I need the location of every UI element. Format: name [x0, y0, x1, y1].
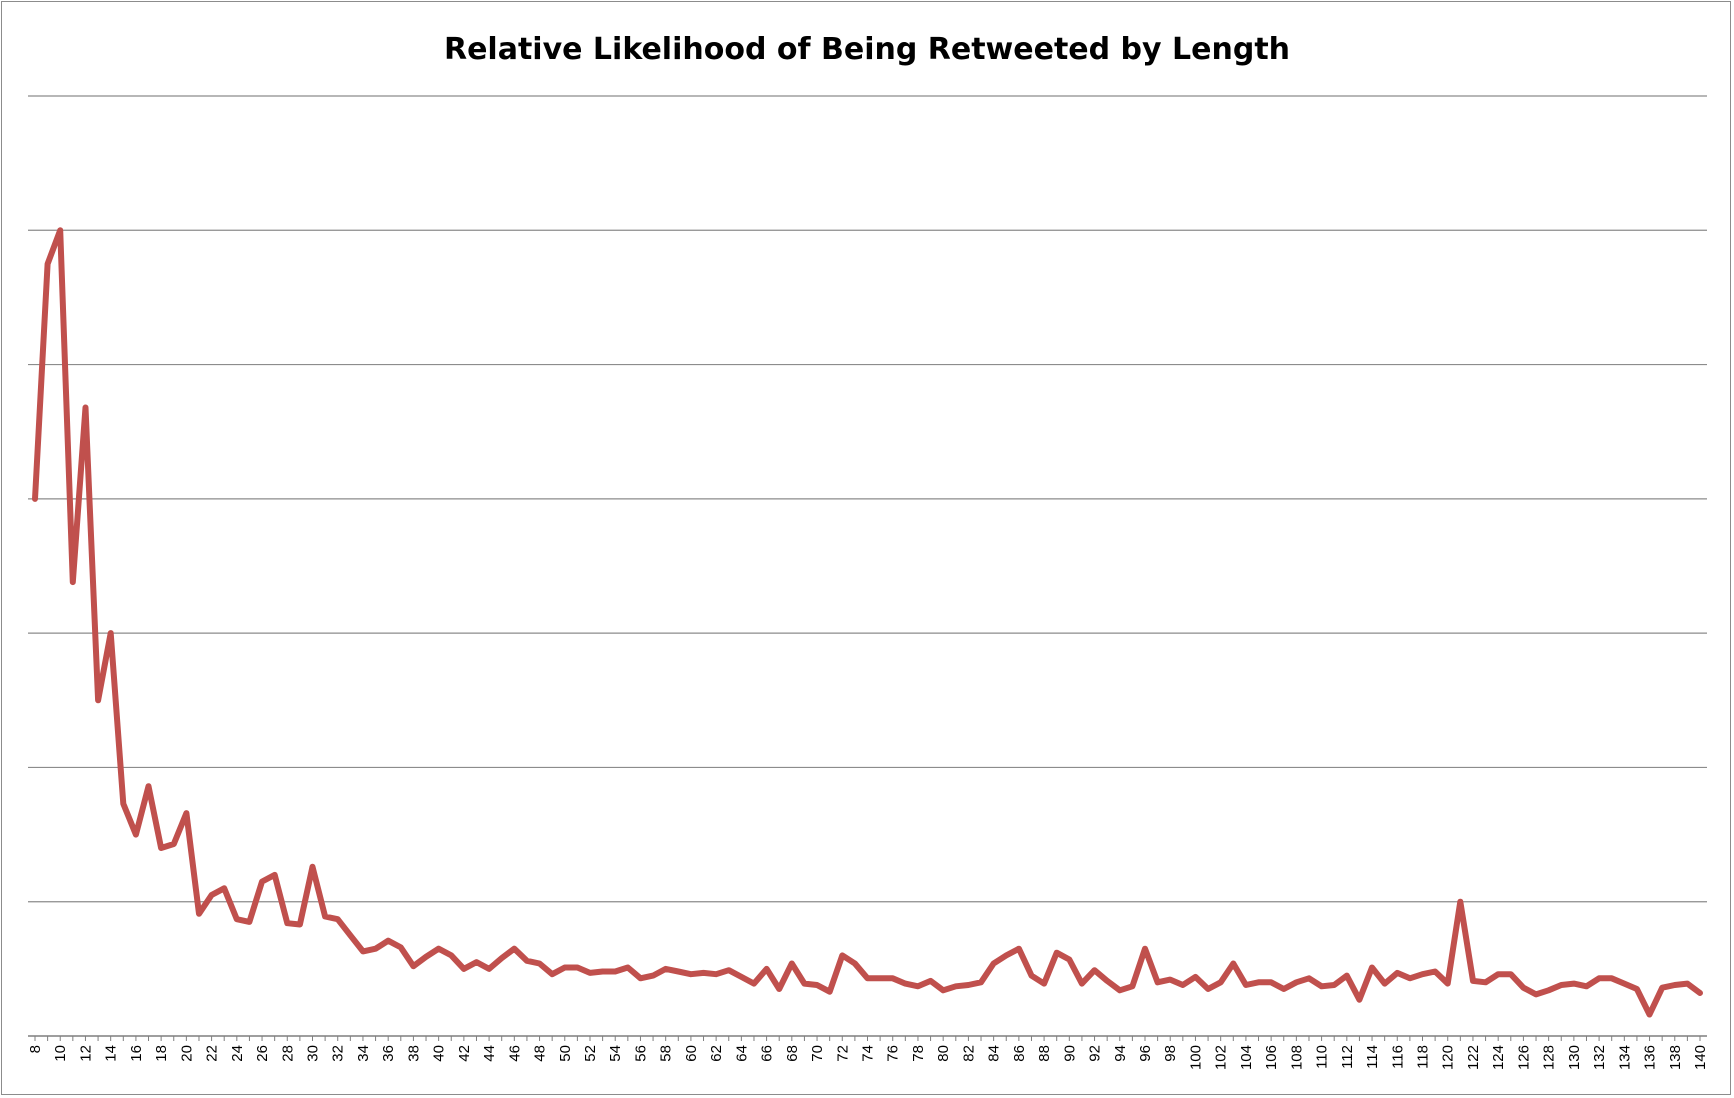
x-tick-label: 36 — [380, 1045, 397, 1062]
x-tick-label: 78 — [910, 1045, 927, 1062]
x-tick-label: 104 — [1238, 1045, 1255, 1070]
x-tick-label: 132 — [1591, 1045, 1608, 1070]
chart-title: Relative Likelihood of Being Retweeted b… — [443, 32, 1291, 67]
x-tick-label: 32 — [330, 1045, 347, 1062]
x-tick-label: 24 — [229, 1045, 246, 1062]
x-tick-label: 128 — [1541, 1045, 1558, 1070]
x-tick-label: 54 — [607, 1045, 624, 1062]
x-tick-label: 134 — [1616, 1045, 1633, 1070]
x-tick-label: 30 — [305, 1045, 322, 1062]
x-tick-label: 92 — [1087, 1045, 1104, 1062]
x-tick-label: 38 — [405, 1045, 422, 1062]
x-tick-label: 116 — [1389, 1045, 1406, 1069]
x-tick-label: 96 — [1137, 1045, 1154, 1062]
x-tick-label: 62 — [708, 1045, 725, 1062]
x-tick-label: 42 — [456, 1045, 473, 1062]
x-tick-label: 86 — [1011, 1045, 1028, 1062]
x-tick-label: 52 — [582, 1045, 599, 1062]
x-tick-label: 68 — [784, 1045, 801, 1062]
x-tick-label: 118 — [1415, 1045, 1432, 1069]
x-tick-label: 100 — [1187, 1045, 1204, 1070]
x-tick-label: 136 — [1642, 1045, 1659, 1070]
x-tick-label: 56 — [632, 1045, 649, 1062]
x-tick-label: 12 — [77, 1045, 94, 1062]
x-tick-label: 20 — [178, 1045, 195, 1062]
x-tick-label: 22 — [204, 1045, 221, 1062]
x-tick-label: 46 — [506, 1045, 523, 1062]
x-tick-label: 40 — [431, 1045, 448, 1062]
x-tick-label: 18 — [153, 1045, 170, 1062]
series-group — [32, 227, 1703, 1018]
x-tick-label: 26 — [254, 1045, 271, 1062]
x-tick-label: 28 — [279, 1045, 296, 1062]
x-axis: 8 10 12 14 16 18 20 22 24 26 28 30 32 34 36 38 40 42 44 46 4… — [27, 1036, 1709, 1070]
x-tick-label: 114 — [1364, 1045, 1381, 1069]
x-tick-label: 74 — [860, 1045, 877, 1062]
x-tick-label: 120 — [1440, 1045, 1457, 1070]
x-tick-label: 110 — [1314, 1045, 1331, 1069]
x-tick-label: 126 — [1515, 1045, 1532, 1070]
x-tick-label: 44 — [481, 1045, 498, 1062]
x-tick-label: 10 — [52, 1045, 69, 1062]
x-tick-label: 80 — [935, 1045, 952, 1062]
x-tick-label: 70 — [809, 1045, 826, 1062]
x-tick-label: 50 — [557, 1045, 574, 1062]
x-tick-label: 130 — [1566, 1045, 1583, 1070]
x-tick-label: 76 — [885, 1045, 902, 1062]
series-line-0 — [32, 227, 1703, 1018]
x-tick-label: 48 — [532, 1045, 549, 1062]
x-tick-label: 124 — [1490, 1045, 1507, 1070]
x-tick-label: 90 — [1061, 1045, 1078, 1062]
x-tick-label: 140 — [1692, 1045, 1709, 1070]
x-tick-label: 60 — [683, 1045, 700, 1062]
x-tick-label: 66 — [759, 1045, 776, 1062]
x-tick-label: 94 — [1112, 1045, 1129, 1062]
x-tick-label: 34 — [355, 1045, 372, 1062]
x-tick-label: 112 — [1339, 1045, 1356, 1069]
x-tick-label: 72 — [834, 1045, 851, 1062]
x-tick-label: 14 — [103, 1045, 120, 1062]
x-tick-label: 138 — [1667, 1045, 1684, 1070]
x-tick-label: 16 — [128, 1045, 145, 1062]
x-tick-label: 58 — [658, 1045, 675, 1062]
x-tick-label: 98 — [1162, 1045, 1179, 1062]
x-tick-label: 106 — [1263, 1045, 1280, 1070]
x-tick-label: 108 — [1288, 1045, 1305, 1070]
x-tick-label: 84 — [986, 1045, 1003, 1062]
x-tick-label: 88 — [1036, 1045, 1053, 1062]
x-tick-label: 82 — [960, 1045, 977, 1062]
x-tick-label: 8 — [27, 1045, 44, 1053]
x-tick-label: 102 — [1213, 1045, 1230, 1070]
x-tick-label: 122 — [1465, 1045, 1482, 1070]
x-tick-label: 64 — [733, 1045, 750, 1062]
